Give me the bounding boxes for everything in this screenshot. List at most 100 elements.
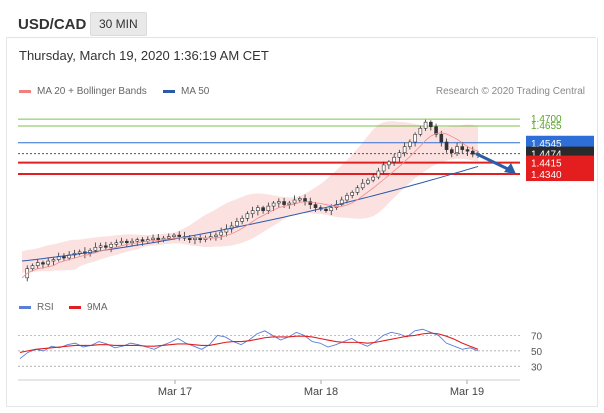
candle-body (125, 240, 129, 244)
candle-body (303, 198, 307, 202)
candle-body (376, 170, 381, 178)
rsi-level-label-50: 50 (531, 347, 543, 358)
candle-body (214, 234, 218, 237)
level-label-1-4700: 1.4700 (531, 114, 562, 125)
candle-body (297, 198, 302, 201)
candle-body (470, 150, 475, 155)
candle-body (271, 202, 276, 207)
timeframe-button[interactable]: 30 MIN (90, 12, 147, 36)
candle-body (109, 243, 113, 248)
candle-body (350, 192, 355, 196)
level-tag-text-1-4474: 1.4474 (531, 150, 562, 161)
candle-body (360, 182, 365, 189)
rsi-level-label-30: 30 (531, 362, 543, 373)
level-tag-text-1-4545: 1.4545 (531, 139, 562, 150)
candle-body (46, 260, 51, 265)
candle-body (408, 141, 412, 147)
candle-body (256, 207, 260, 211)
candle-body (308, 201, 313, 205)
rsi-panel: 70 50 30 (18, 328, 543, 373)
bollinger-band-layer (22, 121, 478, 273)
candle-body (387, 161, 391, 166)
legend-ma50: MA 50 (163, 86, 209, 97)
symbol-title: USD/CAD (18, 16, 87, 33)
candle-body (140, 239, 145, 242)
candle-body (339, 199, 344, 205)
candle-body (35, 262, 40, 266)
bollinger-band (22, 121, 478, 273)
candle-body (402, 146, 407, 153)
candle-body (193, 237, 197, 240)
candle-body (444, 141, 449, 150)
candle-body (423, 121, 428, 129)
candle-body (119, 240, 124, 244)
candle-body (219, 231, 223, 236)
candle-body (30, 265, 35, 269)
candle-body (235, 221, 239, 227)
candle-body (240, 218, 244, 222)
rsi-series-9MA (19, 332, 479, 353)
candle-body (62, 256, 66, 259)
candle-body (177, 234, 182, 237)
candle-body (397, 152, 402, 158)
forecast-arrow-shaft (475, 152, 511, 172)
rsi-series-RSI (19, 328, 479, 359)
candle-body (345, 195, 349, 201)
candle-body (292, 199, 297, 204)
research-credit: Research © 2020 Trading Central (435, 86, 585, 97)
candle-body (465, 149, 470, 152)
candle-body (434, 126, 438, 135)
candle-body (135, 239, 140, 242)
level-tag-text-1-4415: 1.4415 (531, 159, 562, 170)
candle-body (187, 237, 192, 240)
level-tag-1-4545 (526, 135, 594, 150)
ma20-swatch (19, 89, 31, 93)
header-bar: USD/CAD 30 MIN (6, 7, 596, 38)
ma20-line (21, 132, 479, 279)
legend-rsi: RSI (19, 302, 54, 313)
candle-body (282, 201, 286, 205)
x-tick-label: Mar 18 (304, 386, 338, 398)
candle-body (449, 149, 454, 153)
moving-average-layer (21, 132, 516, 279)
candle-body (198, 237, 203, 240)
x-tick-label: Mar 19 (450, 386, 484, 398)
level-tag-1-4415 (526, 155, 594, 170)
legend-ma20: MA 20 + Bollinger Bands (19, 86, 147, 97)
time-axis: Mar 17 Mar 18 Mar 19 (18, 379, 520, 398)
ma50-line (21, 165, 479, 262)
candle-body (329, 207, 334, 211)
rsi-label: RSI (37, 302, 54, 313)
candle-body (371, 176, 375, 181)
rsi-ma-label: 9MA (87, 302, 108, 313)
rsi-swatch (19, 305, 31, 309)
candle-body (41, 262, 45, 265)
candle-body (130, 240, 134, 244)
candle-body (245, 213, 250, 219)
forecast-arrow-head (504, 163, 516, 175)
candle-body (324, 208, 328, 211)
candle-body (455, 146, 459, 153)
candle-body (418, 127, 423, 135)
candle-body (277, 201, 281, 204)
candle-body (413, 134, 417, 143)
candle-body (313, 204, 318, 208)
rsi-level-label-70: 70 (531, 331, 543, 342)
candle-body (381, 164, 386, 172)
candle-body (392, 156, 396, 163)
candle-body (366, 179, 370, 184)
candle-body (355, 187, 360, 193)
ma20-label: MA 20 + Bollinger Bands (37, 86, 147, 97)
candle-body (51, 259, 56, 262)
candle-body (203, 237, 208, 240)
legend-rsi-ma: 9MA (69, 302, 108, 313)
level-tag-text-1-4340: 1.4340 (531, 170, 562, 181)
candle-body (172, 234, 176, 237)
level-label-1-4655: 1.4655 (531, 121, 562, 132)
candle-body (114, 242, 119, 245)
candle-body (439, 134, 444, 143)
candle-body (460, 146, 465, 150)
candle-body (104, 245, 108, 248)
